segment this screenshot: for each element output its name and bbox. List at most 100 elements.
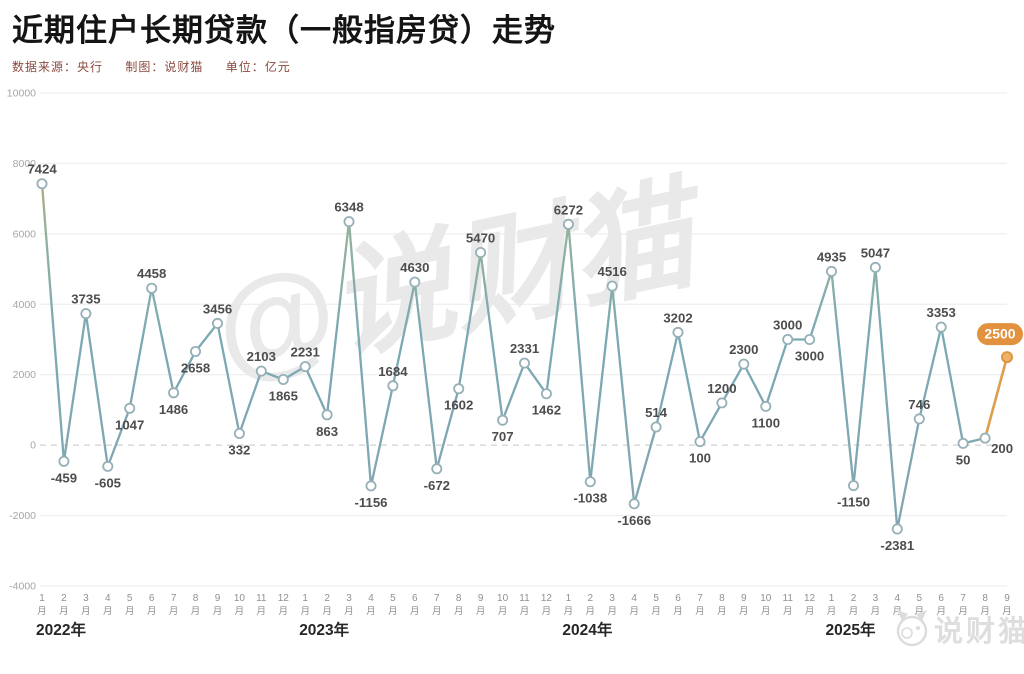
data-point: [826, 265, 838, 277]
highlight-segment: [983, 355, 1009, 440]
data-point: [233, 427, 245, 439]
month-number: 2: [588, 593, 594, 604]
data-point: [36, 177, 48, 189]
y-axis-tick: -2000: [9, 510, 36, 522]
value-label: -1038: [573, 490, 607, 505]
data-point: [628, 498, 640, 510]
data-point: [255, 365, 267, 377]
data-point: [431, 463, 443, 475]
month-suffix: 月: [915, 606, 925, 617]
month-suffix: 月: [695, 606, 705, 617]
data-point: [848, 479, 860, 491]
month-number: 5: [127, 593, 133, 604]
value-label: -1666: [617, 513, 651, 528]
month-suffix: 月: [651, 606, 661, 617]
month-number: 2: [61, 593, 67, 604]
data-point: [189, 345, 201, 357]
month-number: 4: [895, 593, 901, 604]
y-axis-tick: 8000: [13, 158, 37, 170]
y-axis-tick: 10000: [7, 87, 36, 99]
month-suffix: 月: [739, 606, 749, 617]
month-number: 1: [829, 593, 835, 604]
value-label: 5047: [861, 245, 890, 260]
value-label: 1486: [159, 402, 188, 417]
month-number: 6: [412, 593, 418, 604]
month-suffix: 月: [1002, 606, 1012, 617]
year-label: 2024年: [562, 620, 612, 639]
x-axis-labels: 1月2月3月4月5月6月7月8月9月10月11月12月1月2月3月4月5月6月7…: [37, 593, 1012, 617]
value-label: 50: [956, 452, 971, 467]
month-number: 1: [39, 593, 45, 604]
month-number: 6: [149, 593, 155, 604]
month-number: 5: [653, 593, 659, 604]
data-point: [716, 397, 728, 409]
data-point: [782, 333, 794, 345]
month-suffix: 月: [103, 606, 113, 617]
value-label: 746: [908, 397, 930, 412]
month-number: 7: [434, 593, 440, 604]
month-number: 3: [609, 593, 615, 604]
year-labels: 2022年 2023年 2024年 2025年: [36, 620, 876, 639]
data-point: [211, 317, 223, 329]
month-number: 3: [346, 593, 352, 604]
month-suffix: 月: [279, 606, 289, 617]
value-label: 707: [492, 429, 514, 444]
month-suffix: 月: [520, 606, 530, 617]
value-label: 1684: [378, 364, 408, 379]
value-label: 4516: [598, 264, 627, 279]
highlight-data-point: [1001, 350, 1013, 363]
month-suffix: 月: [717, 606, 727, 617]
corner-watermark: 说财猫: [896, 609, 1024, 648]
grid-and-y-axis: 10000 8000 6000 4000 2000 0 -2000 -4000: [7, 87, 1007, 592]
month-suffix: 月: [805, 606, 815, 617]
data-point: [913, 413, 925, 425]
value-label: 1100: [751, 415, 780, 430]
value-label: 3456: [203, 301, 232, 316]
month-suffix: 月: [59, 606, 69, 617]
value-label: -2381: [880, 538, 914, 553]
month-number: 4: [631, 593, 637, 604]
month-number: 12: [804, 593, 816, 604]
y-axis-tick: 4000: [13, 299, 37, 311]
data-source-label: 数据来源：央行: [12, 59, 104, 74]
value-label: 4458: [137, 266, 166, 281]
data-point: [672, 326, 684, 338]
value-label: 1200: [707, 381, 736, 396]
month-suffix: 月: [213, 606, 223, 617]
month-suffix: 月: [673, 606, 683, 617]
value-label: -1150: [837, 494, 870, 509]
data-point: [562, 218, 574, 230]
month-suffix: 月: [542, 606, 552, 617]
data-points: [36, 177, 1013, 535]
month-number: 1: [302, 593, 308, 604]
year-label: 2025年: [826, 620, 876, 639]
data-point: [957, 437, 969, 449]
month-suffix: 月: [257, 606, 267, 617]
cat-icon: [896, 609, 928, 646]
data-point: [497, 414, 509, 426]
month-suffix: 月: [322, 606, 332, 617]
value-label: 332: [228, 442, 250, 457]
month-suffix: 月: [564, 606, 574, 617]
value-label: 863: [316, 424, 338, 439]
month-number: 3: [873, 593, 879, 604]
y-axis-tick: 0: [30, 439, 36, 451]
month-suffix: 月: [169, 606, 179, 617]
data-point: [343, 215, 355, 227]
month-number: 7: [171, 593, 177, 604]
month-suffix: 月: [629, 606, 639, 617]
month-number: 9: [215, 593, 221, 604]
chart-header: 近期住户长期贷款（一般指房贷）走势 数据来源：央行 制图：说财猫 单位：亿元: [0, 0, 1024, 75]
value-label: 200: [991, 441, 1013, 456]
highlight-value-label: 2500: [984, 325, 1015, 341]
year-label: 2022年: [36, 620, 86, 639]
year-label: 2023年: [299, 620, 349, 639]
chart-source-line: 数据来源：央行 制图：说财猫 单位：亿元: [12, 58, 1010, 75]
data-point: [321, 409, 333, 421]
month-suffix: 月: [366, 606, 376, 617]
month-number: 3: [83, 593, 89, 604]
month-number: 9: [741, 593, 747, 604]
data-point: [606, 280, 618, 292]
value-label: 6348: [334, 199, 363, 214]
value-label: 100: [689, 450, 711, 465]
